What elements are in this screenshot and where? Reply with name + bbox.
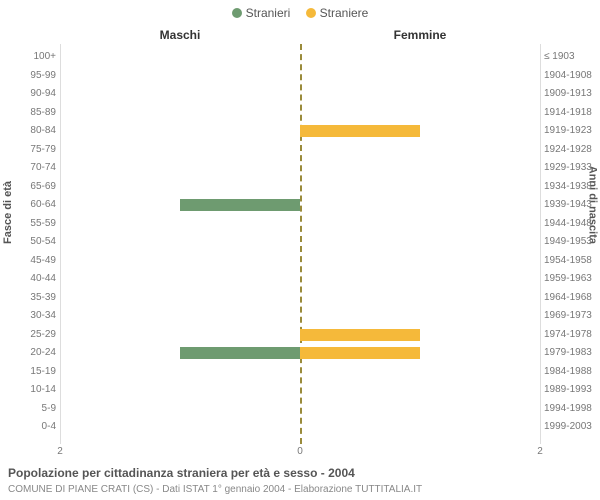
y-tick-birth: 1959-1963 [544,272,600,286]
chart-title: Popolazione per cittadinanza straniera p… [8,466,355,480]
y-tick-age: 50-54 [0,235,56,249]
x-tick-label: 2 [45,446,75,457]
y-tick-birth: 1944-1948 [544,217,600,231]
y-tick-age: 65-69 [0,180,56,194]
bar-row [60,161,540,175]
y-tick-birth: 1949-1953 [544,235,600,249]
legend: Stranieri Straniere [0,6,600,21]
y-tick-birth: 1914-1918 [544,106,600,120]
bar-row [60,235,540,249]
bar-male [180,347,300,359]
y-tick-birth: 1984-1988 [544,365,600,379]
y-tick-age: 45-49 [0,254,56,268]
y-tick-age: 60-64 [0,198,56,212]
bar-row [60,365,540,379]
plot-area [60,44,540,444]
y-tick-age: 35-39 [0,291,56,305]
bar-female [300,329,420,341]
y-tick-birth: 1974-1978 [544,328,600,342]
bar-female [300,347,420,359]
bar-row [60,328,540,342]
y-tick-age: 100+ [0,50,56,64]
y-tick-birth: 1999-2003 [544,420,600,434]
y-tick-birth: 1979-1983 [544,346,600,360]
bar-row [60,180,540,194]
y-tick-birth: 1904-1908 [544,69,600,83]
bar-row [60,346,540,360]
y-tick-birth: 1954-1958 [544,254,600,268]
y-tick-age: 90-94 [0,87,56,101]
y-tick-age: 55-59 [0,217,56,231]
legend-item-male: Stranieri [232,6,291,20]
bar-row [60,106,540,120]
y-tick-age: 75-79 [0,143,56,157]
legend-label-male: Stranieri [246,6,291,20]
bar-row [60,87,540,101]
legend-swatch-male [232,8,242,18]
y-tick-birth: 1924-1928 [544,143,600,157]
bar-row [60,402,540,416]
legend-label-female: Straniere [320,6,369,20]
population-pyramid-chart: Stranieri Straniere Maschi Femmine Fasce… [0,0,600,500]
legend-swatch-female [306,8,316,18]
y-tick-birth: 1989-1993 [544,383,600,397]
legend-item-female: Straniere [306,6,369,20]
bar-row [60,124,540,138]
y-tick-age: 80-84 [0,124,56,138]
y-tick-age: 0-4 [0,420,56,434]
bar-row [60,291,540,305]
y-tick-birth: ≤ 1903 [544,50,600,64]
y-tick-age: 15-19 [0,365,56,379]
y-tick-birth: 1994-1998 [544,402,600,416]
bar-row [60,383,540,397]
y-tick-birth: 1919-1923 [544,124,600,138]
chart-subtitle: COMUNE DI PIANE CRATI (CS) - Dati ISTAT … [8,484,422,495]
y-tick-age: 25-29 [0,328,56,342]
y-tick-age: 5-9 [0,402,56,416]
y-tick-birth: 1909-1913 [544,87,600,101]
bar-female [300,125,420,137]
bar-row [60,69,540,83]
bar-row [60,309,540,323]
gridline [540,44,541,444]
y-tick-age: 85-89 [0,106,56,120]
column-title-female: Femmine [300,28,540,42]
x-tick-label: 0 [285,446,315,457]
y-tick-birth: 1934-1938 [544,180,600,194]
y-tick-birth: 1939-1943 [544,198,600,212]
x-tick-label: 2 [525,446,555,457]
y-tick-age: 20-24 [0,346,56,360]
bar-row [60,50,540,64]
y-tick-birth: 1964-1968 [544,291,600,305]
y-tick-age: 70-74 [0,161,56,175]
y-tick-age: 10-14 [0,383,56,397]
y-tick-age: 95-99 [0,69,56,83]
y-tick-age: 40-44 [0,272,56,286]
bar-row [60,254,540,268]
bar-row [60,420,540,434]
y-tick-age: 30-34 [0,309,56,323]
bar-row [60,198,540,212]
bar-row [60,143,540,157]
column-title-male: Maschi [60,28,300,42]
y-tick-birth: 1929-1933 [544,161,600,175]
y-tick-birth: 1969-1973 [544,309,600,323]
bar-row [60,272,540,286]
bar-row [60,217,540,231]
bar-male [180,199,300,211]
